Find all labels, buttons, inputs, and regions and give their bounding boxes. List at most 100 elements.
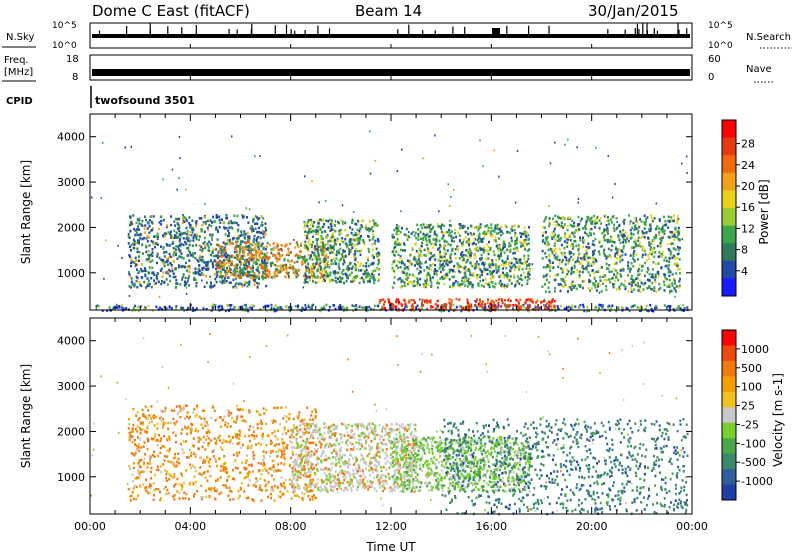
data-cell [596, 221, 599, 225]
data-cell [133, 243, 136, 246]
data-cell [551, 232, 554, 235]
data-cell [489, 305, 492, 308]
data-cell [172, 240, 175, 244]
data-cell [342, 269, 345, 272]
data-cell [350, 238, 353, 241]
data-cell [170, 421, 173, 424]
data-cell [256, 243, 259, 247]
data-cell [473, 238, 476, 241]
power-colorbar-label: Power [dB] [757, 179, 771, 244]
data-cell [312, 270, 315, 274]
noise-spike [181, 27, 183, 34]
data-cell [268, 256, 271, 259]
data-cell [657, 275, 660, 278]
data-cell [138, 255, 140, 258]
data-cell [189, 226, 192, 229]
data-cell [482, 300, 484, 303]
data-cell [240, 255, 243, 258]
data-cell [207, 249, 210, 252]
data-cell [279, 306, 282, 309]
data-cell [408, 299, 411, 302]
data-cell [257, 461, 260, 465]
data-cell [280, 266, 282, 270]
data-cell [313, 265, 316, 269]
data-cell [545, 255, 548, 259]
data-cell [296, 415, 299, 418]
y-tick-label: 3000 [57, 176, 85, 189]
colorbar-frame [721, 119, 737, 297]
data-cell [552, 235, 555, 238]
data-cell [324, 266, 326, 269]
data-cell [483, 268, 486, 271]
data-cell [614, 269, 617, 272]
data-cell [331, 251, 334, 254]
data-cell [425, 237, 427, 241]
noise-spike [397, 29, 399, 34]
data-cell [182, 219, 185, 222]
data-cell [627, 264, 630, 267]
data-cell [473, 253, 476, 257]
data-cell [193, 234, 196, 237]
data-cell [184, 240, 187, 244]
data-cell [335, 281, 338, 284]
data-cell [229, 268, 232, 272]
data-cell [560, 236, 562, 240]
data-cell [439, 243, 441, 247]
data-cell [664, 273, 666, 276]
data-cell [228, 235, 230, 237]
data-cell [264, 272, 267, 276]
data-cell [415, 249, 418, 253]
data-cell [486, 231, 489, 235]
data-cell [260, 266, 263, 269]
data-cell [523, 271, 526, 275]
data-cell [243, 476, 246, 480]
data-cell [207, 267, 210, 271]
data-cell [192, 239, 195, 242]
data-cell [160, 409, 163, 413]
data-cell [601, 266, 603, 269]
data-cell [212, 285, 215, 288]
data-cell [650, 275, 653, 279]
data-cell [548, 224, 551, 228]
data-cell [560, 278, 563, 281]
data-cell [603, 279, 606, 282]
data-cell [631, 280, 634, 284]
data-cell [567, 262, 570, 265]
data-cell [349, 262, 352, 265]
data-cell [566, 268, 568, 272]
colorbar-segment [722, 260, 736, 279]
data-cell [195, 244, 198, 247]
data-cell [436, 269, 439, 273]
data-cell [498, 275, 501, 278]
data-cell [593, 232, 596, 235]
data-cell [635, 253, 638, 256]
data-cell [527, 234, 530, 237]
data-cell [445, 276, 448, 279]
data-cell [396, 300, 399, 303]
data-cell [156, 243, 159, 246]
data-cell [135, 259, 138, 262]
data-cell [273, 309, 276, 313]
data-cell [467, 251, 470, 254]
data-cell [354, 252, 357, 256]
data-cell [514, 248, 517, 251]
data-cell [271, 466, 274, 469]
data-cell [238, 494, 241, 498]
data-cell [568, 216, 571, 219]
data-cell [164, 469, 167, 472]
data-cell [237, 223, 240, 227]
nave-tick-top: 60 [708, 54, 721, 65]
data-cell [204, 261, 207, 264]
data-cell [477, 237, 480, 240]
data-cell [256, 244, 259, 248]
data-cell [393, 269, 395, 273]
data-cell [175, 307, 178, 310]
data-cell [418, 263, 421, 266]
data-cell [177, 245, 180, 248]
data-cell [493, 306, 496, 309]
data-cell [489, 270, 491, 273]
cpid-panel: CPID twofsound 3501 [6, 86, 195, 108]
data-cell [637, 284, 639, 288]
data-cell [481, 237, 483, 241]
data-cell [598, 241, 601, 244]
